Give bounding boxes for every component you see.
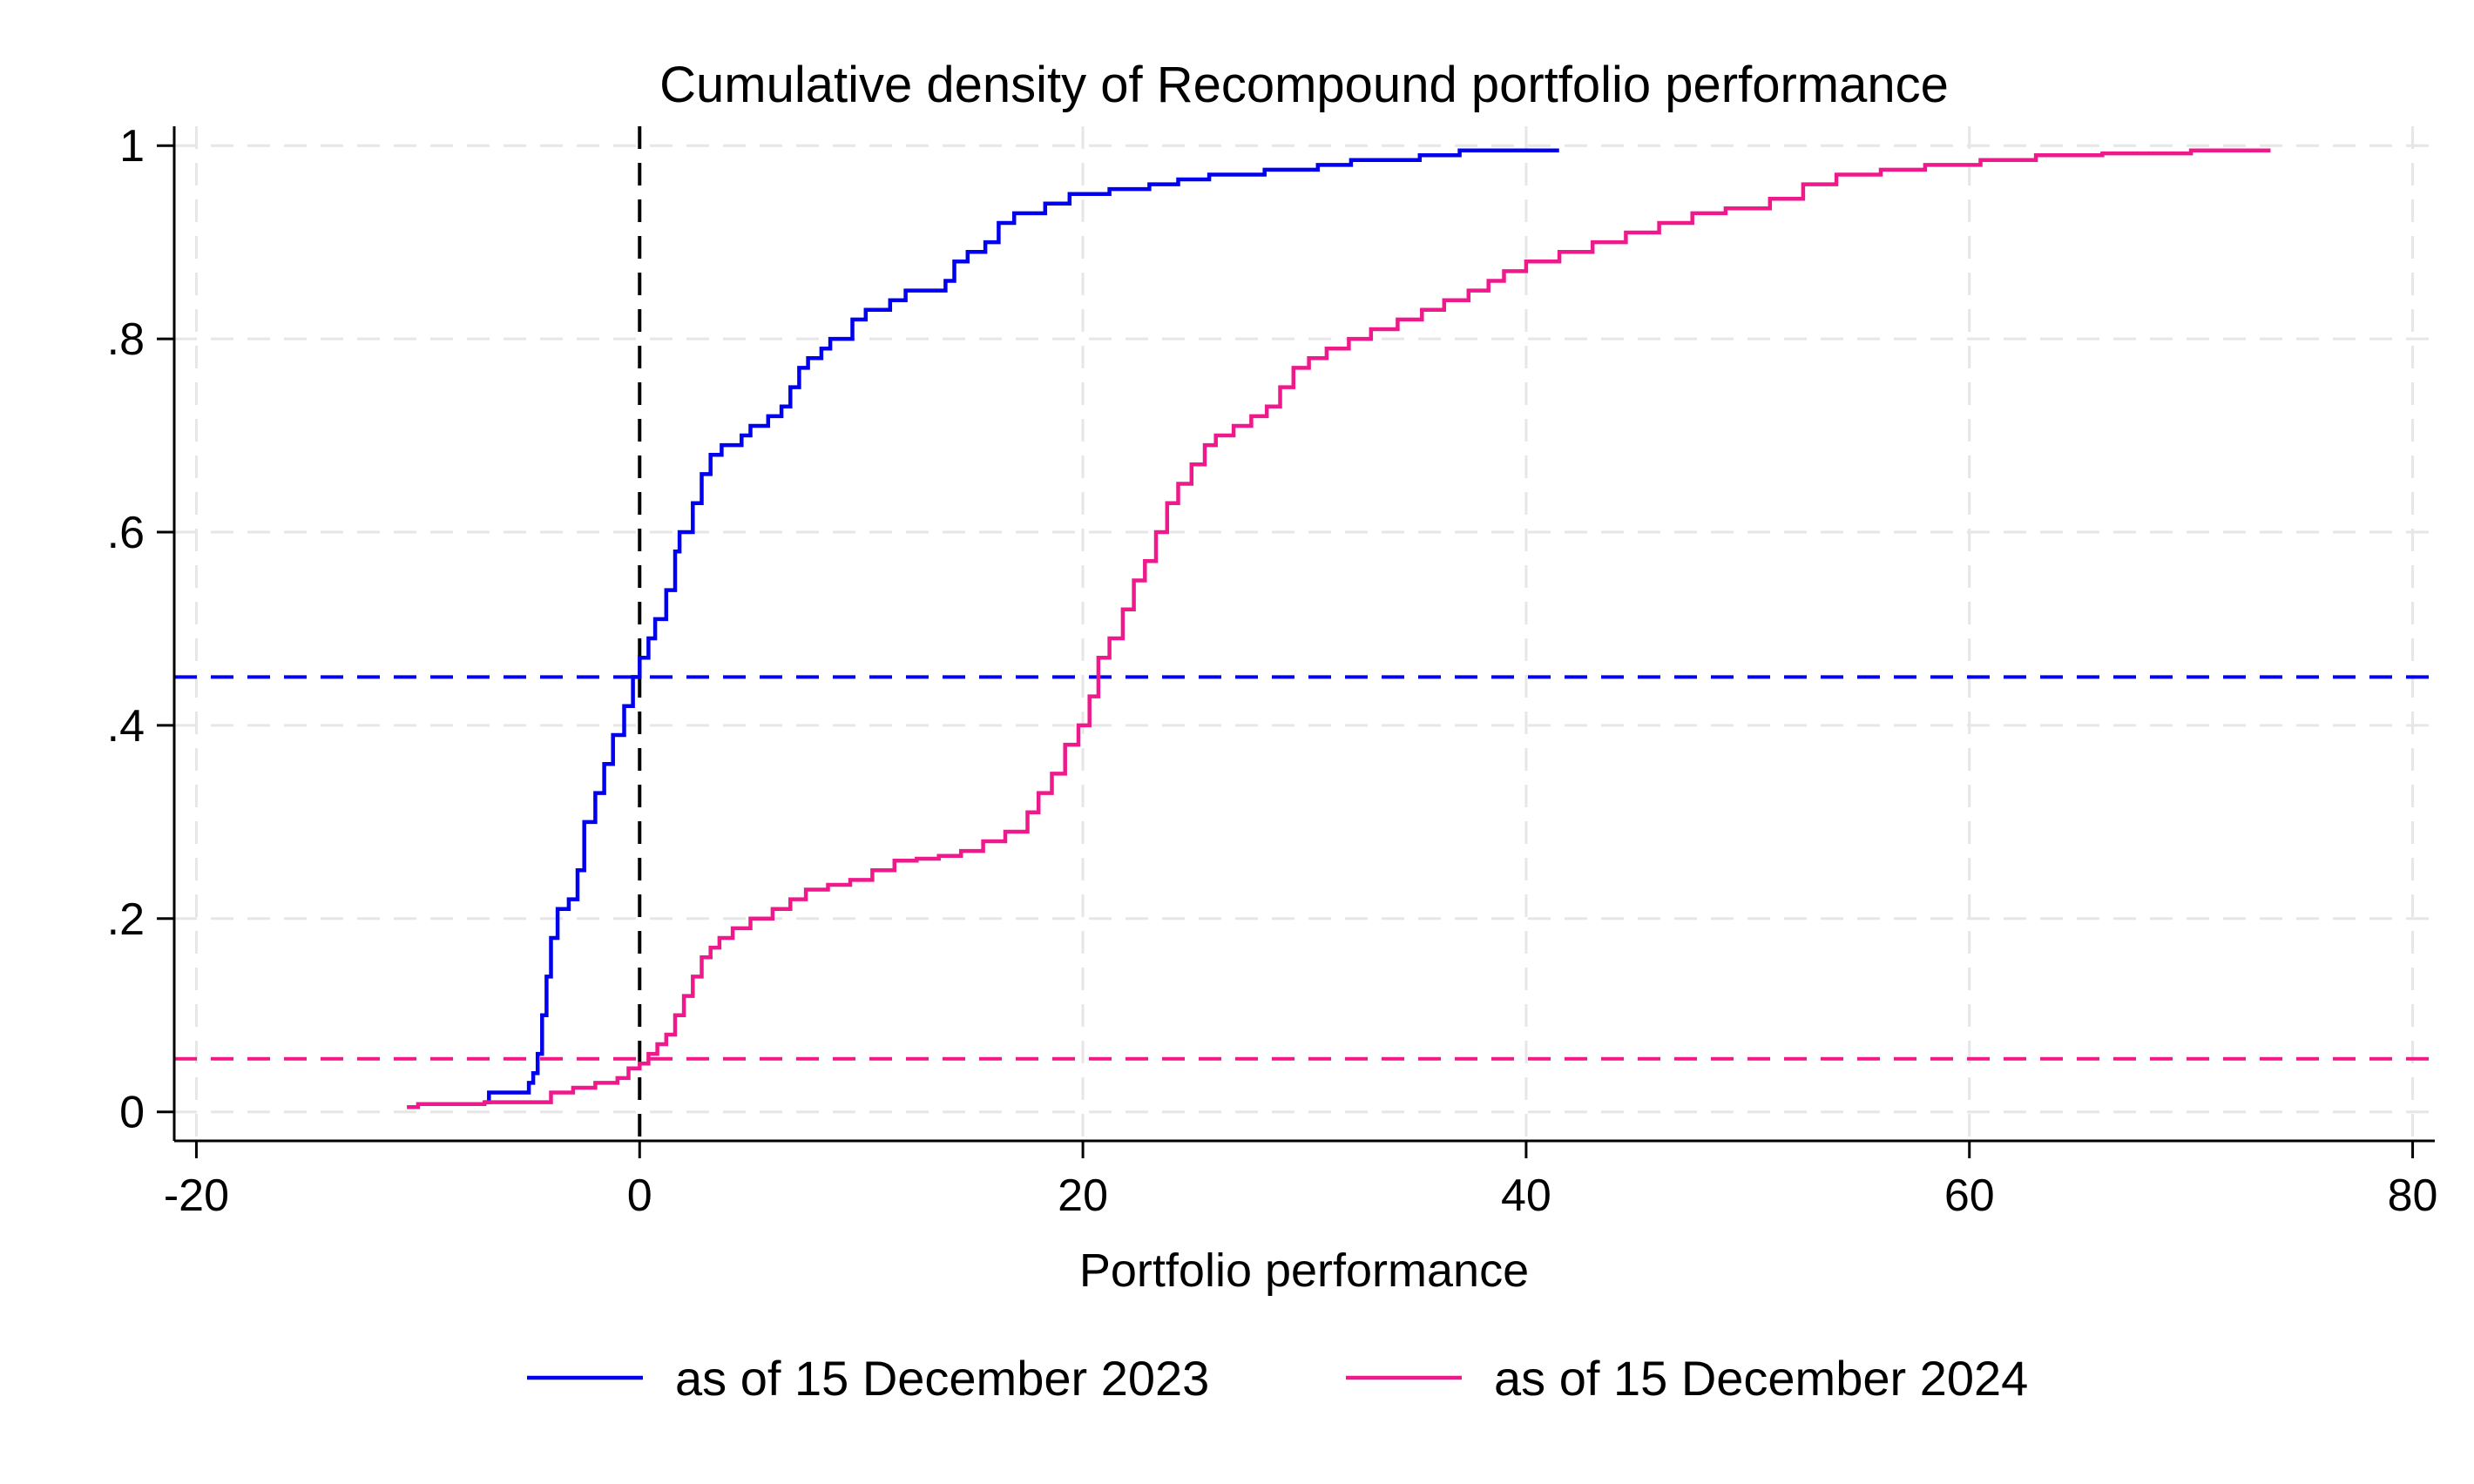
legend-label-2: as of 15 December 2024 [1494,1351,2028,1406]
x-tick-label: -20 [164,1170,229,1221]
reference-lines [174,126,2435,1141]
legend: as of 15 December 2023 as of 15 December … [527,1351,2028,1406]
y-tick-label: .2 [107,894,145,945]
series-layer [407,148,2271,1110]
x-tick-label: 0 [627,1170,652,1221]
y-tick-label: .4 [107,701,145,752]
x-tick-label: 80 [2388,1170,2438,1221]
y-tick-label: 1 [119,121,145,172]
y-tick-label: 0 [119,1088,145,1138]
series-line-1 [484,148,1559,1104]
x-axis-title: Portfolio performance [1079,1245,1529,1297]
y-tick-label: .6 [107,508,145,558]
grid-layer [174,126,2435,1141]
x-tick-label: 20 [1058,1170,1108,1221]
series-line-2 [407,148,2271,1110]
chart-title: Cumulative density of Recompound portfol… [659,57,1949,113]
legend-label-1: as of 15 December 2023 [675,1351,1209,1406]
tick-layer: 0 .2 .4 .6 .8 1 -20 0 20 40 60 80 [107,121,2438,1221]
y-tick-label: .8 [107,314,145,365]
x-tick-label: 60 [1944,1170,1995,1221]
x-tick-label: 40 [1501,1170,1551,1221]
axes [172,126,2435,1143]
